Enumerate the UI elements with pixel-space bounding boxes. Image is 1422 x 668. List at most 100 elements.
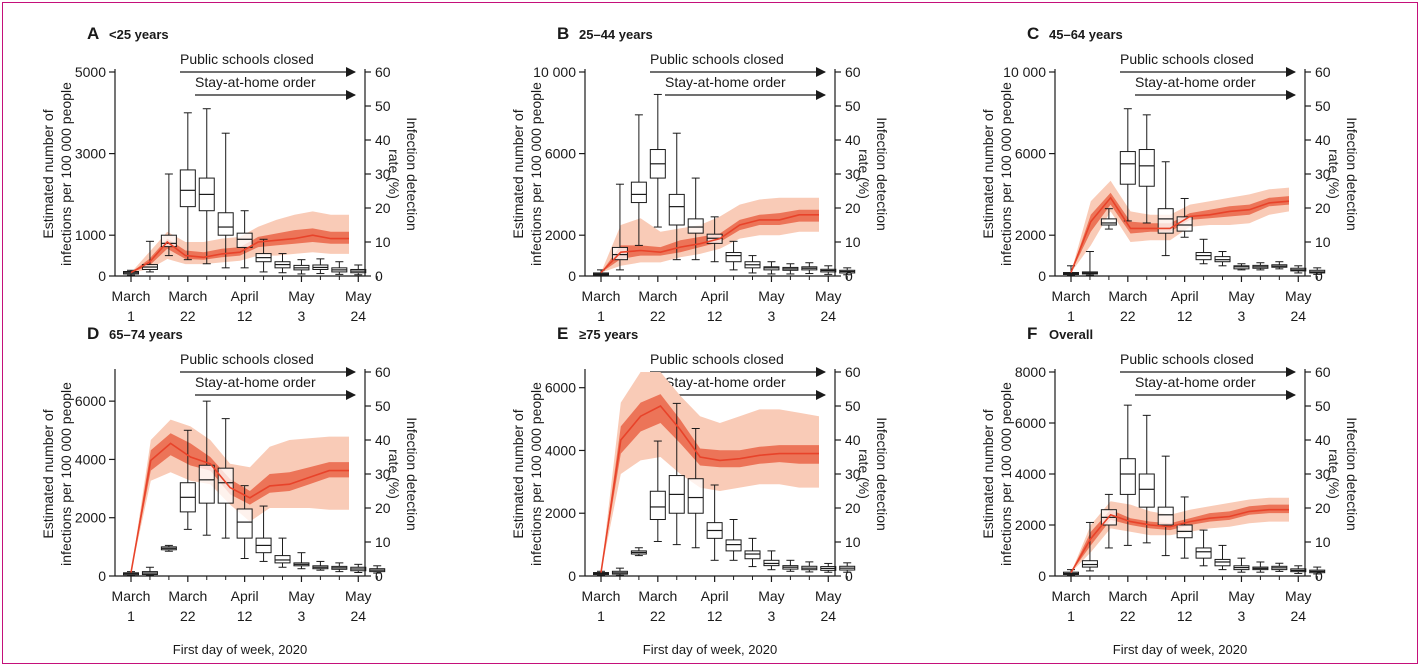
- left-y-axis-label: Estimated number of infections per 100 00…: [980, 382, 1014, 566]
- box-week-10: [293, 259, 310, 275]
- rate-median-line: [130, 442, 349, 573]
- left-y-axis-label-line1: Estimated number of: [40, 109, 56, 238]
- rate-median-line: [600, 214, 819, 274]
- box-iqr: [630, 181, 647, 204]
- right-tick-label: 30: [375, 466, 391, 482]
- x-tick-label-day: 12: [1177, 608, 1193, 624]
- box-iqr: [687, 218, 704, 234]
- x-tick-label-month: May: [1228, 588, 1254, 604]
- left-tick-label: 3000: [75, 146, 106, 162]
- box-week-7: [706, 484, 723, 561]
- x-tick-label-month: April: [701, 588, 729, 604]
- box-week-11: [312, 258, 329, 275]
- right-tick-label: 40: [1315, 432, 1331, 448]
- right-tick-label: 60: [845, 64, 861, 80]
- box-week-13: [350, 563, 367, 574]
- box-week-4: [179, 429, 196, 530]
- box-iqr: [725, 252, 742, 263]
- right-y-axis-label-line1: Infection detection: [1344, 117, 1360, 231]
- box-week-12: [331, 562, 348, 573]
- right-y-axis-label-line2: rate (%): [386, 149, 402, 199]
- left-tick-label: 2000: [1015, 227, 1046, 243]
- right-y-axis-label-line2: rate (%): [1326, 149, 1342, 199]
- left-y-axis-label: Estimated number of infections per 100 00…: [40, 382, 74, 566]
- rate-median-line: [1070, 508, 1289, 574]
- box-week-12: [1271, 562, 1288, 572]
- box-week-12: [801, 561, 818, 573]
- box-week-11: [312, 560, 329, 571]
- chart-panel-a: A <25 years Public schools closed Stay-at-h…: [40, 24, 420, 324]
- chart-panel-c: C 45–64 years Public schools closed Stay-at…: [980, 24, 1360, 324]
- panel-title: <25 years: [109, 27, 169, 42]
- annotation-stay-home-label: Stay-at-home order: [665, 374, 786, 390]
- x-tick-label-month: March: [112, 288, 151, 304]
- left-tick-label: 10 000: [1003, 64, 1046, 80]
- panel-letter: D: [87, 324, 99, 343]
- rate-median-line: [1070, 196, 1290, 273]
- left-tick-label: 0: [1038, 268, 1046, 284]
- right-tick-label: 10: [845, 234, 861, 250]
- panel-letter: C: [1027, 24, 1039, 43]
- box-week-7: [1176, 197, 1193, 238]
- box-week-1: [123, 269, 139, 276]
- left-y-axis-label-line1: Estimated number of: [40, 409, 56, 538]
- box-week-13: [820, 562, 837, 573]
- x-tick-label-month: April: [1171, 588, 1199, 604]
- x-tick-label-day: 1: [1067, 608, 1075, 624]
- x-tick-label-month: March: [638, 288, 677, 304]
- right-tick-label: 40: [375, 432, 391, 448]
- box-week-5: [198, 108, 215, 265]
- right-tick-label: 20: [1315, 500, 1331, 516]
- x-tick-label-month: May: [1285, 288, 1311, 304]
- x-tick-label-day: 12: [237, 308, 253, 324]
- right-tick-label: 60: [845, 364, 861, 380]
- x-tick-label-day: 24: [1290, 308, 1306, 324]
- panel-letter: E: [557, 324, 568, 343]
- x-axis-label: First day of week, 2020: [643, 642, 777, 657]
- x-tick-label-day: 22: [650, 608, 666, 624]
- left-tick-label: 6000: [545, 146, 576, 162]
- x-tick-label-day: 22: [1120, 608, 1136, 624]
- box-week-3: [160, 544, 177, 552]
- x-tick-label-month: May: [758, 588, 784, 604]
- box-iqr: [1157, 506, 1174, 526]
- left-tick-label: 5000: [75, 64, 106, 80]
- box-iqr: [1157, 208, 1174, 234]
- right-tick-label: 20: [375, 500, 391, 516]
- right-y-axis-label: Infection detectionrate (%): [856, 117, 890, 231]
- left-y-axis-label-line2: infections per 100 000 people: [998, 82, 1014, 266]
- right-tick-label: 0: [845, 268, 853, 284]
- right-y-axis-label-line1: Infection detection: [1344, 417, 1360, 531]
- right-tick-label: 10: [845, 534, 861, 550]
- annotation-schools-label: Public schools closed: [180, 51, 314, 67]
- box-week-12: [331, 261, 348, 275]
- box-iqr: [217, 212, 234, 236]
- box-week-10: [1233, 263, 1250, 271]
- left-tick-label: 0: [568, 268, 576, 284]
- box-iqr: [725, 539, 742, 552]
- left-y-axis-label-line2: infections per 100 000 people: [58, 382, 74, 566]
- right-tick-label: 50: [845, 398, 861, 414]
- right-y-axis-label-line1: Infection detection: [404, 417, 420, 531]
- box-week-13: [1290, 265, 1307, 274]
- box-week-10: [763, 261, 780, 275]
- left-tick-label: 6000: [1015, 415, 1046, 431]
- x-tick-label-month: May: [758, 288, 784, 304]
- left-y-axis-label-line1: Estimated number of: [980, 409, 996, 538]
- x-tick-label-month: March: [168, 588, 207, 604]
- x-tick-label-day: 12: [707, 308, 723, 324]
- box-week-14: [369, 565, 386, 574]
- box-week-8: [255, 505, 272, 562]
- box-week-3: [630, 114, 647, 246]
- right-tick-label: 0: [375, 568, 383, 584]
- right-tick-label: 60: [375, 64, 391, 80]
- left-tick-label: 0: [98, 268, 106, 284]
- x-tick-label-day: 24: [350, 308, 366, 324]
- right-tick-label: 0: [1315, 268, 1323, 284]
- box-week-10: [763, 550, 780, 571]
- box-week-14: [1309, 566, 1326, 575]
- left-tick-label: 8000: [1015, 364, 1046, 380]
- box-week-14: [1309, 267, 1326, 275]
- x-tick-label-month: May: [1228, 288, 1254, 304]
- box-iqr: [1214, 558, 1231, 567]
